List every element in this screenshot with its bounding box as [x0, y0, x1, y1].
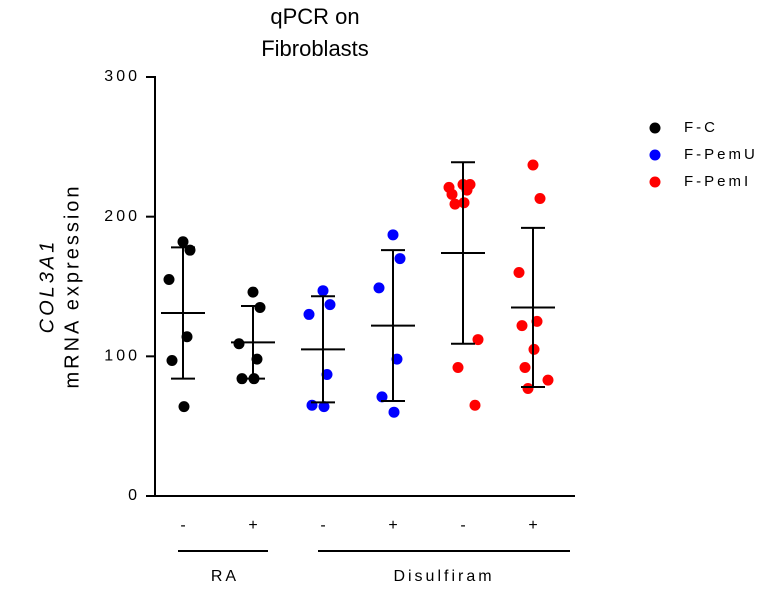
data-point	[247, 286, 259, 298]
data-point	[177, 236, 189, 248]
chart-title: qPCR on	[270, 4, 359, 29]
data-point	[254, 301, 266, 313]
data-point	[303, 308, 315, 320]
data-point	[394, 253, 406, 265]
group-label: Disulfiram	[393, 568, 494, 585]
y-axis-label: mRNA expression	[61, 183, 83, 388]
chart-title: Fibroblasts	[261, 36, 369, 61]
data-point	[469, 399, 481, 411]
data-point	[542, 374, 554, 386]
x-tick-label: +	[248, 517, 257, 534]
x-tick-label: -	[180, 517, 185, 534]
group-label: RA	[211, 568, 239, 585]
data-point	[306, 399, 318, 411]
legend-marker	[649, 176, 661, 188]
data-point	[522, 382, 534, 394]
y-tick-label: 200	[104, 208, 140, 225]
data-point	[531, 315, 543, 327]
data-point	[181, 331, 193, 343]
y-tick-label: 300	[104, 68, 140, 85]
data-point	[472, 334, 484, 346]
legend-marker	[649, 122, 661, 134]
data-point	[233, 338, 245, 350]
y-tick-label: 100	[104, 348, 140, 365]
data-point	[391, 353, 403, 365]
data-point	[318, 401, 330, 413]
data-point	[452, 362, 464, 374]
data-point	[519, 362, 531, 374]
data-point	[321, 368, 333, 380]
data-point	[387, 229, 399, 241]
y-axis-label: COL3A1	[36, 239, 58, 334]
data-point	[534, 193, 546, 205]
data-point	[163, 274, 175, 286]
legend-label: F-C	[684, 119, 718, 136]
legend-label: F-PemU	[684, 146, 758, 163]
x-tick-label: +	[388, 517, 397, 534]
data-point	[251, 353, 263, 365]
data-point	[388, 406, 400, 418]
data-point	[317, 285, 329, 297]
x-tick-label: +	[528, 517, 537, 534]
legend-marker	[649, 149, 661, 161]
data-point	[324, 299, 336, 311]
data-point	[446, 188, 458, 200]
data-point	[461, 184, 473, 196]
data-point	[516, 320, 528, 332]
data-point	[184, 244, 196, 256]
data-point	[513, 267, 525, 279]
data-point	[527, 159, 539, 171]
data-point	[166, 355, 178, 367]
data-point	[178, 401, 190, 413]
y-tick-label: 0	[128, 487, 140, 504]
x-tick-label: -	[320, 517, 325, 534]
data-point	[449, 198, 461, 210]
x-tick-label: -	[460, 517, 465, 534]
legend-label: F-PemI	[684, 173, 751, 190]
data-point	[373, 282, 385, 294]
data-point	[376, 391, 388, 403]
